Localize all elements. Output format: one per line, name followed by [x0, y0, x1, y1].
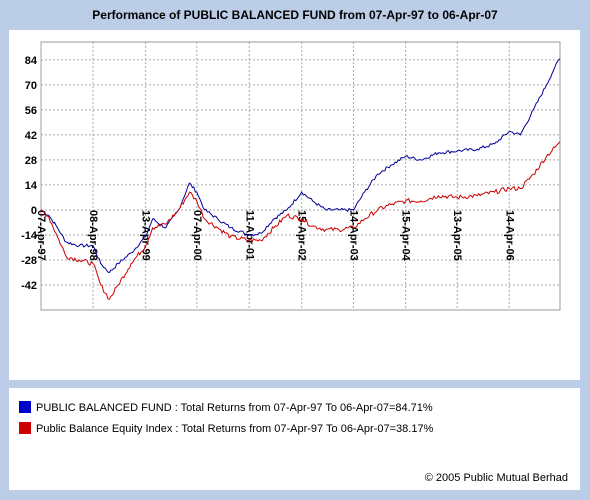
legend-panel: PUBLIC BALANCED FUND : Total Returns fro…: [9, 388, 580, 490]
series-line-index: [40, 141, 561, 300]
legend-text-fund: PUBLIC BALANCED FUND : Total Returns fro…: [36, 402, 433, 414]
plot-panel: 84 70 56 42 28 14 0 -14 -28 -42 07-Apr-97 08-Apr-98…: [9, 30, 580, 380]
legend-swatch-fund: [19, 401, 31, 413]
legend-item-index: Public Balance Equity Index : Total Retu…: [19, 422, 433, 435]
y-tick-label: 84: [25, 55, 38, 67]
copyright-text: © 2005 Public Mutual Berhad: [424, 472, 568, 484]
plot-area: [40, 41, 561, 311]
x-tick-label: 07-Apr-97: [35, 210, 47, 261]
series-line-fund: [40, 58, 561, 274]
y-tick-label: 28: [25, 155, 37, 167]
x-tick-label: 07-Apr-00: [191, 210, 203, 261]
legend-item-fund: PUBLIC BALANCED FUND : Total Returns fro…: [19, 401, 433, 414]
y-tick-label: -14: [21, 230, 38, 242]
x-tick-label: 13-Apr-05: [451, 210, 463, 261]
performance-chart: 84 70 56 42 28 14 0 -14 -28 -42 07-Apr-97 08-Apr-98…: [21, 41, 561, 311]
y-tick-label: 56: [25, 105, 37, 117]
chart-title: Performance of PUBLIC BALANCED FUND from…: [92, 8, 498, 22]
y-tick-label: 70: [25, 80, 37, 92]
legend-swatch-index: [19, 422, 31, 434]
x-tick-label: 14-Apr-06: [503, 210, 515, 261]
x-tick-label: 15-Apr-02: [296, 210, 308, 261]
y-tick-label: 42: [25, 130, 37, 142]
y-tick-label: 14: [25, 180, 38, 192]
y-tick-label: -28: [21, 255, 37, 267]
y-tick-label: 0: [31, 205, 37, 217]
legend-text-index: Public Balance Equity Index : Total Retu…: [36, 423, 434, 435]
y-tick-label: -42: [21, 280, 37, 292]
x-tick-label: 15-Apr-04: [400, 210, 412, 262]
x-tick-label: 13-Apr-99: [140, 210, 152, 261]
x-tick-label: 14-Apr-03: [347, 210, 359, 261]
x-tick-label: 08-Apr-98: [87, 210, 99, 261]
